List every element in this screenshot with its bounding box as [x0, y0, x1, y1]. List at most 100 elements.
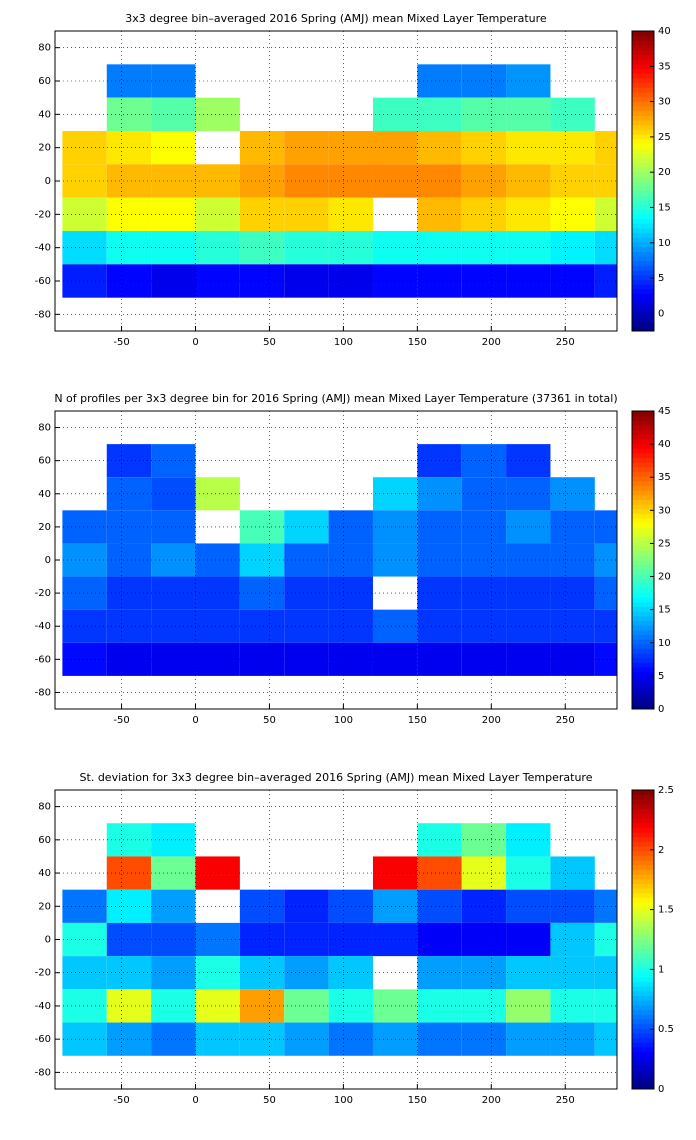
colorbar-swatch — [632, 40, 654, 46]
cell — [594, 231, 617, 265]
cell — [239, 164, 285, 198]
colorbar-swatch — [632, 860, 654, 866]
colorbar-swatch — [632, 892, 654, 898]
colorbar-swatch — [632, 508, 654, 514]
colorbar-swatch — [632, 639, 654, 645]
y-tick-label: -40 — [35, 1001, 51, 1012]
cell — [550, 131, 595, 165]
colorbar-swatch — [632, 476, 654, 482]
colorbar-swatch — [632, 1042, 654, 1048]
colorbar-swatch — [632, 152, 654, 159]
cell — [550, 989, 595, 1023]
colorbar-swatch — [632, 527, 654, 533]
colorbar-swatch — [632, 265, 654, 271]
cell — [284, 264, 329, 298]
colorbar-swatch — [632, 438, 654, 445]
colorbar-tick-label: 5 — [658, 273, 664, 284]
colorbar-swatch — [632, 284, 654, 290]
colorbar-tick-label: 0 — [658, 1084, 664, 1095]
colorbar-swatch — [632, 916, 654, 922]
colorbar-tick-label: 15 — [658, 605, 671, 616]
cell — [239, 956, 285, 990]
colorbar-swatch — [632, 634, 654, 640]
y-tick-label: -20 — [35, 588, 51, 599]
colorbar-swatch — [632, 494, 654, 500]
colorbar-swatch — [632, 990, 654, 997]
colorbar-swatch — [632, 1070, 654, 1076]
colorbar-swatch — [632, 818, 654, 824]
colorbar-swatch — [632, 457, 654, 463]
cell — [550, 576, 595, 610]
cell — [284, 231, 329, 265]
cell — [62, 642, 107, 676]
colorbar-tick-label: 2.5 — [658, 785, 674, 796]
cell — [284, 956, 329, 990]
cell — [550, 264, 595, 298]
x-tick-label: 150 — [408, 337, 427, 348]
colorbar-frame — [631, 410, 655, 710]
colorbar-swatch — [632, 190, 654, 196]
cell — [62, 197, 107, 231]
cell — [550, 510, 595, 544]
cell — [550, 889, 595, 923]
colorbar-swatch — [632, 1014, 654, 1020]
colorbar-swatch — [632, 794, 654, 800]
cell — [239, 543, 285, 577]
cell — [106, 1022, 152, 1056]
cell — [106, 231, 152, 265]
y-tick-label: -20 — [35, 968, 51, 979]
cell — [151, 956, 196, 990]
x-tick-label: 200 — [482, 715, 501, 726]
colorbar-swatch — [632, 587, 654, 594]
y-tick-label: -60 — [35, 654, 51, 665]
colorbar-swatch — [632, 981, 654, 987]
colorbar-swatch — [632, 888, 654, 894]
cell — [550, 922, 595, 957]
cell — [106, 922, 152, 957]
plot-frame — [54, 789, 618, 1090]
colorbar-swatch — [632, 443, 654, 449]
colorbar-swatch — [632, 466, 654, 473]
colorbar-swatch — [632, 550, 654, 556]
colorbar-swatch — [632, 480, 654, 486]
colorbar-swatch — [632, 653, 654, 659]
colorbar-swatch — [632, 1056, 654, 1062]
y-tick-label: 20 — [38, 522, 51, 533]
cells — [62, 64, 617, 298]
cell — [284, 922, 329, 957]
y-tick-label: 60 — [38, 456, 51, 467]
cell — [284, 609, 329, 643]
colorbar-swatch — [632, 115, 654, 121]
colorbar-swatch — [632, 967, 654, 973]
cell — [106, 97, 152, 131]
colorbar-swatch — [632, 813, 654, 819]
cell — [151, 231, 196, 265]
colorbar-swatch — [632, 274, 654, 280]
cell — [550, 97, 595, 131]
colorbar-swatch — [632, 536, 654, 542]
colorbar-tick-label: 0.5 — [658, 1024, 674, 1035]
colorbar-swatch — [632, 246, 654, 252]
cell — [62, 131, 107, 165]
colorbar-swatch — [632, 110, 654, 116]
cell — [151, 444, 196, 478]
colorbar-swatch — [632, 232, 654, 238]
cell — [151, 642, 196, 676]
colorbar-swatch — [632, 555, 654, 561]
cell — [239, 922, 285, 957]
colorbar-swatch — [632, 209, 654, 215]
colorbar-swatch — [632, 256, 654, 262]
colorbar-swatch — [632, 101, 654, 107]
colorbar-swatch — [632, 704, 654, 710]
colorbar-swatch — [632, 906, 654, 912]
colorbar-swatch — [632, 429, 654, 435]
cell — [106, 823, 152, 857]
colorbar-swatch — [632, 31, 654, 37]
cell — [62, 1022, 107, 1056]
colorbar-swatch — [632, 82, 654, 88]
cell — [151, 823, 196, 857]
colorbar-swatch — [632, 124, 654, 130]
colorbar-swatch — [632, 96, 654, 102]
colorbar-swatch — [632, 790, 654, 796]
